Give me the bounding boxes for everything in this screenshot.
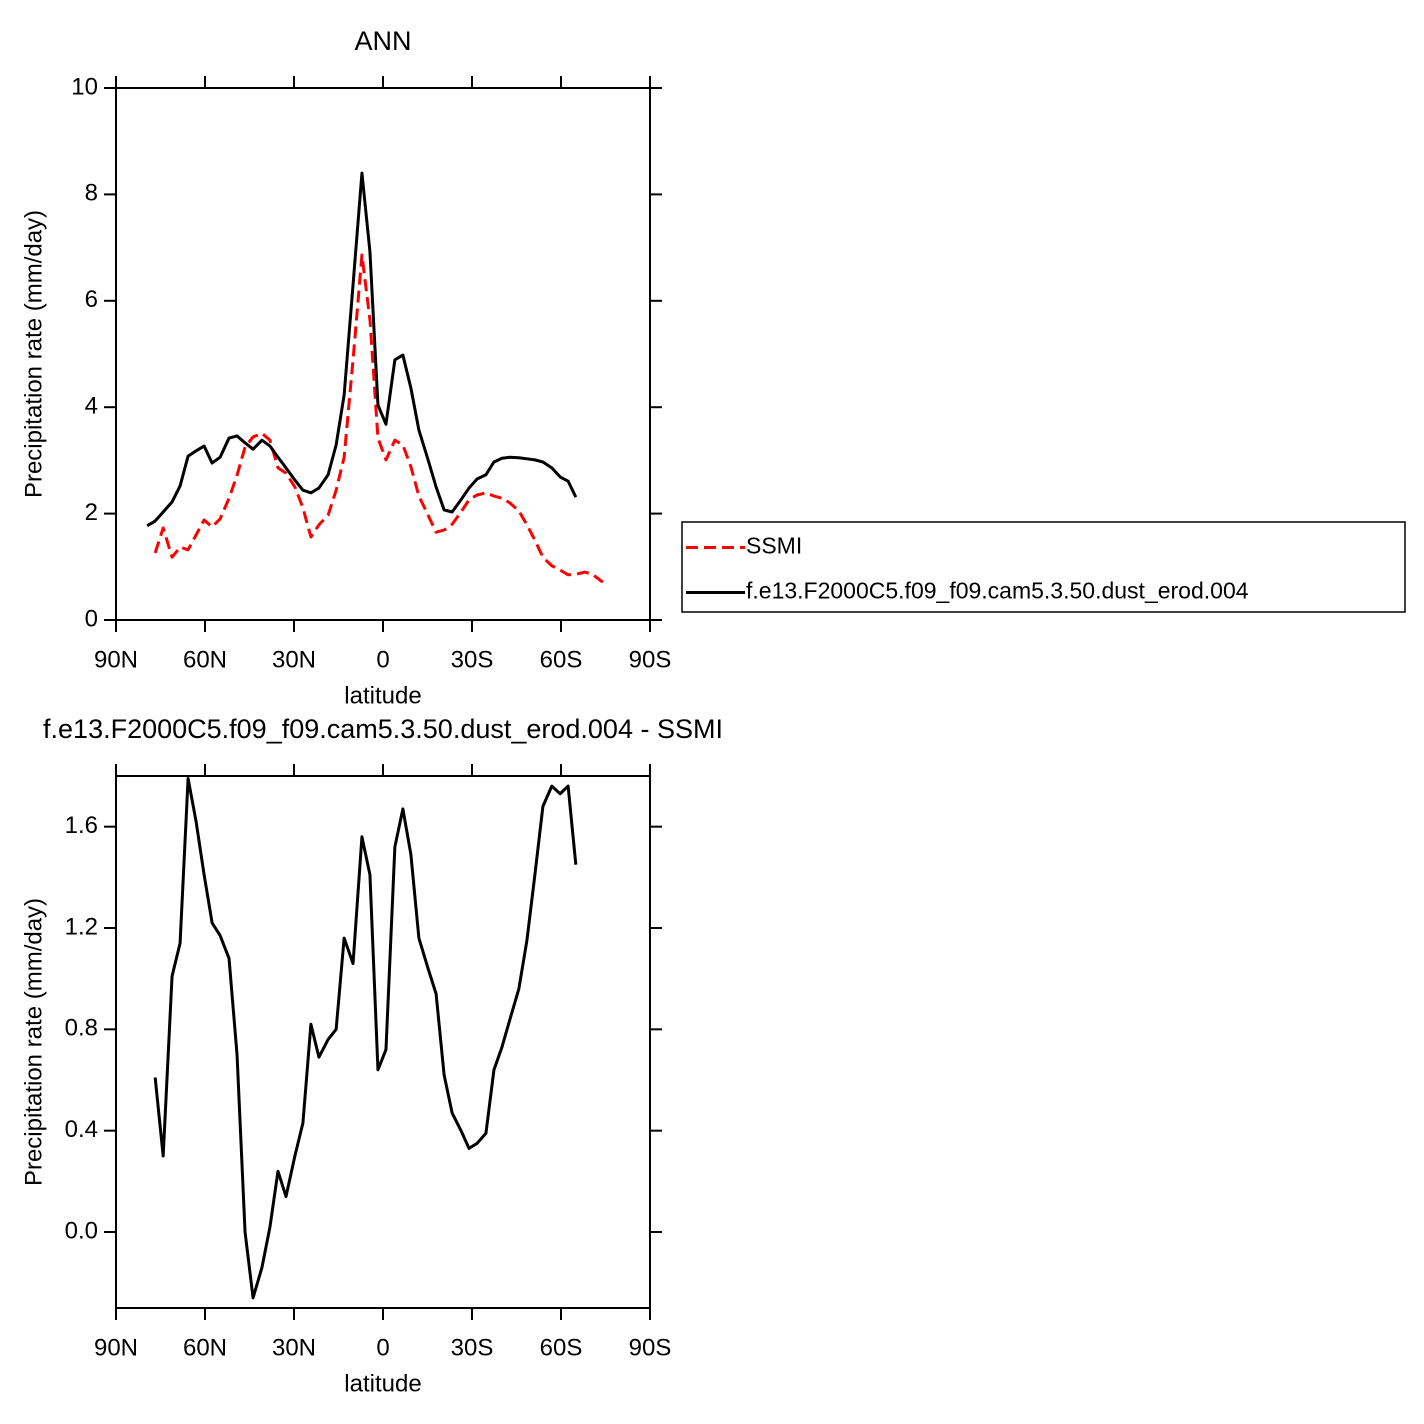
x-tick-label: 90N bbox=[94, 1334, 138, 1361]
x-tick-label: 60N bbox=[183, 1334, 227, 1361]
y-tick-label: 0 bbox=[85, 605, 98, 632]
x-tick-label: 60N bbox=[183, 646, 227, 673]
y-tick-label: 0.0 bbox=[65, 1217, 98, 1244]
plot-frame bbox=[115, 87, 651, 621]
legend-box bbox=[681, 521, 1406, 613]
chart-title: f.e13.F2000C5.f09_f09.cam5.3.50.dust_ero… bbox=[43, 714, 723, 744]
x-tick-label: 60S bbox=[540, 646, 583, 673]
x-tick-label: 30S bbox=[451, 1334, 494, 1361]
y-axis-label: Precipitation rate (mm/day) bbox=[20, 210, 47, 498]
data-line bbox=[146, 171, 578, 528]
x-tick-label: 60S bbox=[540, 1334, 583, 1361]
x-tick-label: 30S bbox=[451, 646, 494, 673]
data-line bbox=[153, 777, 578, 1300]
chart-title: ANN bbox=[354, 26, 411, 56]
y-tick-label: 4 bbox=[85, 393, 98, 420]
x-tick-label: 0 bbox=[376, 646, 389, 673]
x-tick-label: 30N bbox=[272, 1334, 316, 1361]
data-line bbox=[153, 253, 604, 584]
y-tick-label: 2 bbox=[85, 499, 98, 526]
x-tick-label: 90S bbox=[629, 646, 672, 673]
x-tick-label: 90S bbox=[629, 1334, 672, 1361]
y-tick-label: 0.4 bbox=[65, 1116, 98, 1143]
x-tick-label: 90N bbox=[94, 646, 138, 673]
y-tick-label: 1.2 bbox=[65, 913, 98, 940]
x-tick-label: 30N bbox=[272, 646, 316, 673]
y-tick-label: 1.6 bbox=[65, 812, 98, 839]
x-axis-label: latitude bbox=[344, 682, 421, 709]
legend-label: SSMI bbox=[746, 533, 802, 559]
plot-frame bbox=[115, 775, 651, 1309]
y-tick-label: 8 bbox=[85, 180, 98, 207]
y-axis-label: Precipitation rate (mm/day) bbox=[20, 898, 47, 1186]
legend-label: f.e13.F2000C5.f09_f09.cam5.3.50.dust_ero… bbox=[746, 578, 1249, 604]
y-tick-label: 10 bbox=[71, 73, 98, 100]
x-tick-label: 0 bbox=[376, 1334, 389, 1361]
y-tick-label: 6 bbox=[85, 286, 98, 313]
y-tick-label: 0.8 bbox=[65, 1015, 98, 1042]
x-axis-label: latitude bbox=[344, 1370, 421, 1397]
